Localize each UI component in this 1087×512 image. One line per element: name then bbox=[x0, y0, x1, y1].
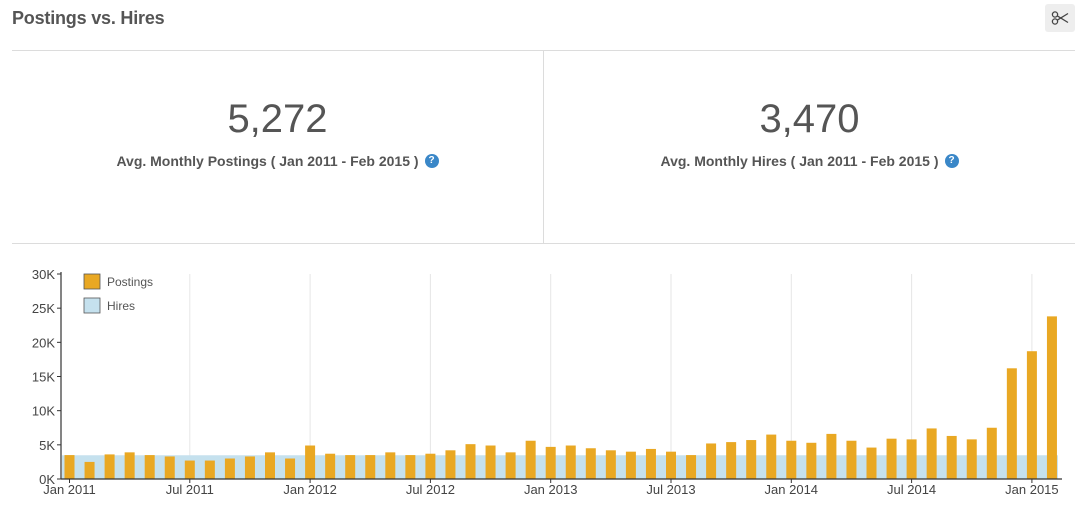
y-tick-label: 10K bbox=[32, 404, 55, 419]
x-tick-label: Jan 2014 bbox=[765, 482, 819, 497]
postings-bar bbox=[966, 439, 977, 479]
panel-title: Postings vs. Hires bbox=[12, 8, 165, 28]
x-tick-label: Jan 2013 bbox=[524, 482, 578, 497]
postings-bar bbox=[164, 456, 175, 479]
stats-row: 5,272 Avg. Monthly Postings ( Jan 2011 -… bbox=[12, 51, 1075, 244]
postings-bar bbox=[645, 448, 656, 479]
postings-hires-chart: 0K 5K 10K 15K 20K 25K 30K Jan 2011 Jul 2011 Jan 2… bbox=[32, 267, 1062, 497]
postings-bar bbox=[866, 447, 877, 479]
export-button[interactable] bbox=[1045, 4, 1075, 32]
y-tick-label: 30K bbox=[32, 267, 55, 282]
postings-bar bbox=[886, 438, 897, 479]
y-tick-label: 0K bbox=[39, 472, 55, 487]
y-tick-label: 5K bbox=[39, 438, 55, 453]
postings-bar bbox=[1026, 351, 1037, 479]
x-tick-label: Jan 2012 bbox=[283, 482, 337, 497]
postings-bar bbox=[585, 448, 596, 479]
postings-bar bbox=[385, 452, 396, 479]
postings-bar bbox=[906, 439, 917, 479]
postings-bar bbox=[265, 452, 275, 479]
postings-bar bbox=[565, 445, 576, 479]
postings-bar bbox=[104, 454, 115, 479]
postings-bar bbox=[505, 452, 516, 479]
postings-bar bbox=[144, 455, 155, 479]
x-tick-label: Jul 2012 bbox=[406, 482, 455, 497]
postings-bar bbox=[666, 451, 676, 479]
postings-bar bbox=[84, 461, 95, 479]
postings-bar bbox=[986, 427, 997, 479]
postings-bar bbox=[846, 440, 857, 479]
postings-bar bbox=[946, 435, 957, 479]
postings-bar bbox=[345, 455, 356, 479]
hires-stat: 3,470 Avg. Monthly Hires ( Jan 2011 - Fe… bbox=[543, 51, 1075, 243]
postings-bar bbox=[525, 440, 536, 479]
postings-bar bbox=[1006, 368, 1017, 479]
postings-bar bbox=[204, 460, 215, 479]
hires-stat-label: Avg. Monthly Hires ( Jan 2011 - Feb 2015… bbox=[660, 153, 939, 169]
legend-swatch-hires bbox=[83, 297, 101, 314]
postings-bar bbox=[746, 440, 757, 479]
postings-bar bbox=[405, 455, 416, 479]
postings-bar bbox=[706, 443, 717, 479]
postings-bar bbox=[224, 458, 235, 479]
legend-label-hires: Hires bbox=[107, 299, 135, 313]
postings-bar bbox=[305, 445, 316, 479]
postings-bar bbox=[425, 453, 436, 479]
y-tick-label: 20K bbox=[32, 335, 55, 350]
postings-bar bbox=[786, 440, 797, 479]
postings-bar bbox=[826, 433, 837, 479]
hires-stat-value: 3,470 bbox=[759, 97, 860, 141]
postings-bar bbox=[365, 455, 376, 479]
postings-bar bbox=[625, 451, 636, 479]
postings-bar bbox=[64, 455, 75, 479]
postings-bar bbox=[244, 456, 255, 479]
postings-bar bbox=[445, 450, 456, 479]
postings-bar bbox=[605, 450, 616, 479]
postings-bar bbox=[184, 460, 195, 479]
x-tick-label: Jul 2011 bbox=[166, 482, 214, 497]
x-tick-label: Jul 2014 bbox=[887, 482, 936, 497]
chart-container: 0K 5K 10K 15K 20K 25K 30K Jan 2011 Jul 2011 Jan 2… bbox=[0, 256, 1087, 512]
postings-bar bbox=[285, 458, 296, 479]
postings-stat-value: 5,272 bbox=[227, 97, 328, 141]
postings-bar bbox=[686, 455, 697, 479]
y-tick-label: 15K bbox=[32, 370, 55, 385]
x-tick-label: Jan 2015 bbox=[1005, 482, 1059, 497]
postings-bar bbox=[1046, 316, 1057, 479]
y-tick-label: 25K bbox=[32, 301, 55, 316]
help-icon[interactable]: ? bbox=[944, 154, 959, 168]
postings-bar bbox=[465, 444, 476, 479]
legend-swatch-postings bbox=[83, 273, 101, 290]
panel-header: Postings vs. Hires bbox=[12, 0, 1075, 51]
help-icon[interactable]: ? bbox=[424, 154, 439, 168]
postings-bar bbox=[806, 442, 817, 479]
postings-stat-label: Avg. Monthly Postings ( Jan 2011 - Feb 2… bbox=[116, 153, 419, 169]
postings-bar bbox=[926, 428, 937, 479]
postings-bar bbox=[124, 452, 135, 479]
postings-stat: 5,272 Avg. Monthly Postings ( Jan 2011 -… bbox=[12, 51, 543, 243]
postings-bar bbox=[726, 442, 737, 479]
scissors-icon bbox=[1051, 11, 1069, 25]
legend-label-postings: Postings bbox=[107, 275, 153, 289]
postings-bar bbox=[325, 453, 336, 479]
postings-stat-label-row: Avg. Monthly Postings ( Jan 2011 - Feb 2… bbox=[12, 153, 543, 169]
postings-bar bbox=[545, 446, 556, 479]
x-tick-label: Jan 2011 bbox=[43, 482, 96, 497]
hires-stat-label-row: Avg. Monthly Hires ( Jan 2011 - Feb 2015… bbox=[544, 153, 1075, 169]
postings-bar bbox=[485, 445, 496, 479]
postings-bar bbox=[766, 434, 777, 479]
x-tick-label: Jul 2013 bbox=[646, 482, 695, 497]
